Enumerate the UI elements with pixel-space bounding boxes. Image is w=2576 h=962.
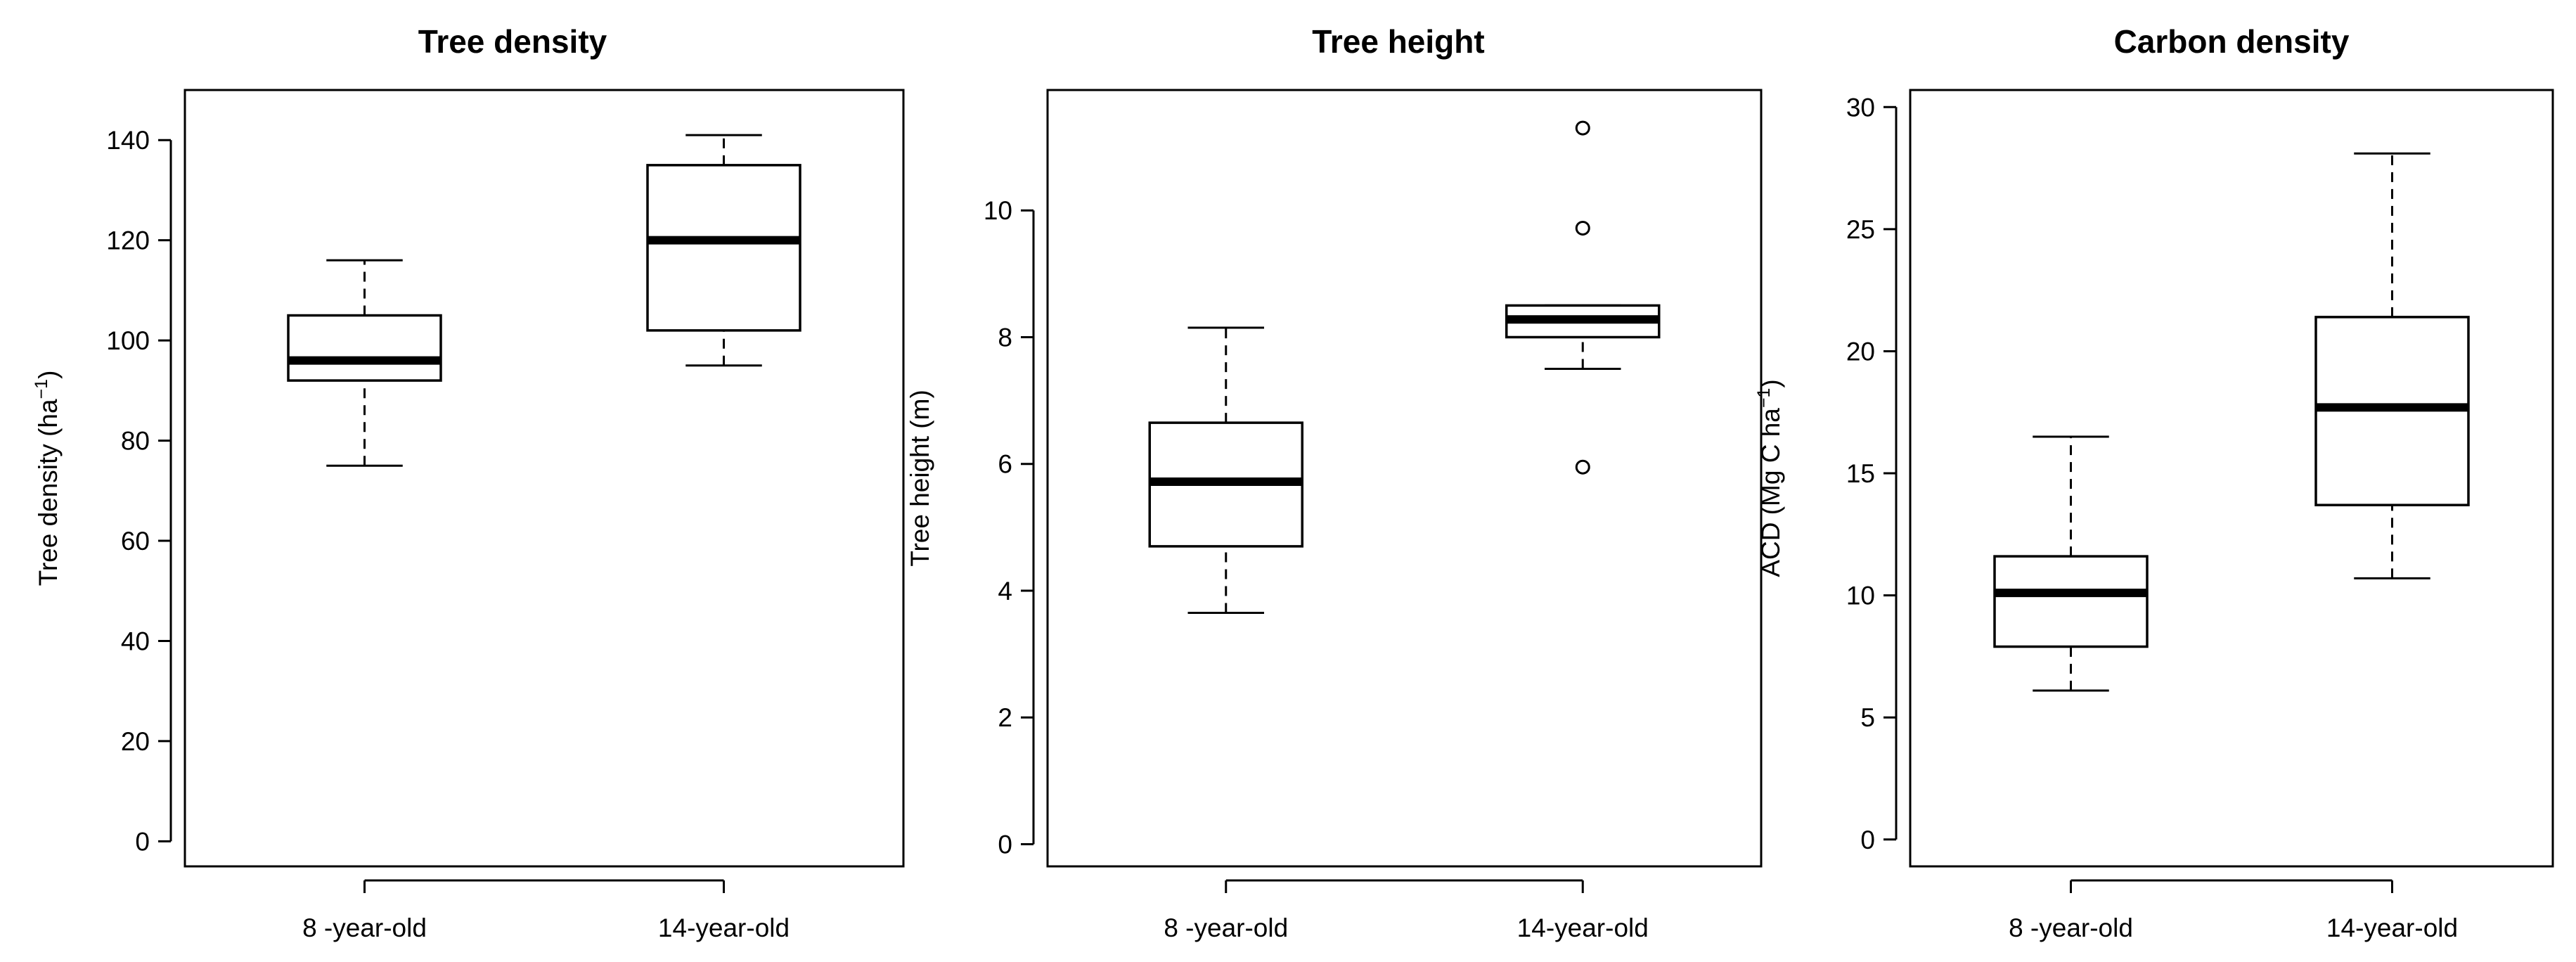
- chart-title: Tree density: [418, 23, 607, 60]
- x-tick-label: 8 -year-old: [1164, 913, 1288, 942]
- y-axis-label-close: ): [34, 371, 63, 379]
- box-1: [1148, 326, 1303, 615]
- y-tick-label: 80: [121, 427, 150, 456]
- y-axis-label: Tree height (m): [906, 390, 934, 567]
- y-tick-label: 6: [998, 450, 1012, 479]
- y-axis-label-text: ACD (Mg C ha: [1756, 408, 1785, 577]
- y-tick-label: 25: [1846, 215, 1875, 244]
- y-axis-label: Tree density (ha−1): [32, 371, 63, 586]
- x-tick-label: 8 -year-old: [2009, 913, 2133, 942]
- x-tick-label: 14-year-old: [1517, 913, 1649, 942]
- panel-3: Carbon density 0 5 10 15 20 25 30 ACD (Mg C ha−1…: [1754, 23, 2554, 942]
- y-axis-label-superscript: −1: [32, 379, 51, 399]
- x-tick-label: 14-year-old: [658, 913, 790, 942]
- outlier-point: [1575, 220, 1590, 236]
- y-tick-label: 4: [998, 577, 1012, 605]
- y-axis-label-text: Tree density (ha: [34, 399, 63, 586]
- y-tick-label: 20: [121, 727, 150, 756]
- y-axis-label-superscript: −1: [1754, 388, 1774, 409]
- y-axis-label-close: ): [1756, 379, 1785, 387]
- outlier-point: [1575, 120, 1590, 136]
- outlier-point: [1575, 459, 1590, 475]
- box-1: [287, 259, 442, 467]
- y-tick-label: 0: [1860, 826, 1875, 854]
- y-tick-label: 40: [121, 627, 150, 655]
- box-2: [2314, 152, 2470, 579]
- y-tick-label: 0: [998, 830, 1012, 859]
- y-tick-label: 15: [1846, 459, 1875, 488]
- y-axis-label: ACD (Mg C ha−1): [1754, 379, 1785, 577]
- y-tick-label: 0: [135, 827, 150, 856]
- plot-frame: [1909, 89, 2554, 868]
- y-tick-label: 10: [1846, 582, 1875, 610]
- x-tick-label: 8 -year-old: [302, 913, 427, 942]
- box-1: [1993, 435, 2149, 692]
- y-tick-label: 5: [1860, 703, 1875, 732]
- y-tick-label: 120: [106, 226, 150, 255]
- panel-2: Tree height 0 2 4 6 8 10 Tree height (m) 8 -year…: [906, 23, 1763, 942]
- iqr-box: [287, 314, 442, 382]
- iqr-box: [646, 164, 801, 332]
- y-axis-label-text: Tree height (m): [906, 390, 934, 567]
- chart-title: Carbon density: [2114, 23, 2350, 60]
- y-tick-label: 8: [998, 323, 1012, 352]
- panel-1: Tree density 0 20 40 60 80 100 120 140 Tree densi…: [32, 23, 905, 942]
- chart-title: Tree height: [1312, 23, 1484, 60]
- y-tick-label: 10: [984, 196, 1012, 225]
- plot-frame: [183, 89, 905, 868]
- y-tick-label: 140: [106, 126, 150, 155]
- y-tick-label: 30: [1846, 93, 1875, 122]
- y-tick-label: 2: [998, 703, 1012, 732]
- y-tick-label: 20: [1846, 337, 1875, 366]
- y-tick-label: 60: [121, 527, 150, 556]
- iqr-box: [1993, 555, 2149, 648]
- box-2: [646, 134, 801, 367]
- x-tick-label: 14-year-old: [2326, 913, 2458, 942]
- y-tick-label: 100: [106, 326, 150, 355]
- plot-frame: [1046, 89, 1763, 868]
- box-2: [1505, 120, 1661, 475]
